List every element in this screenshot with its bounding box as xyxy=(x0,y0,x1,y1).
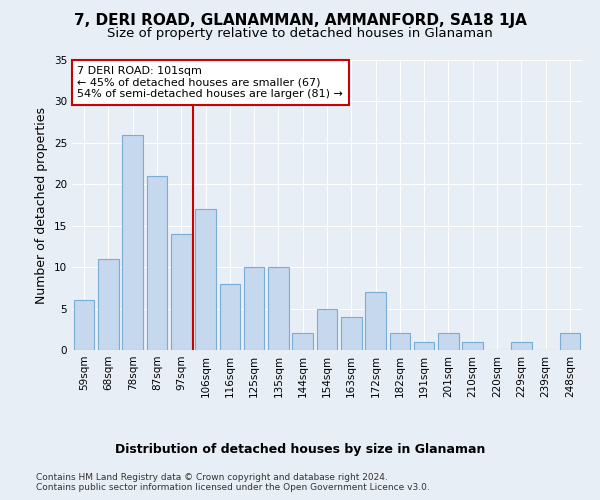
Bar xyxy=(146,176,167,350)
Text: 7 DERI ROAD: 101sqm
← 45% of detached houses are smaller (67)
54% of semi-detach: 7 DERI ROAD: 101sqm ← 45% of detached ho… xyxy=(77,66,343,99)
Bar xyxy=(244,267,265,350)
Bar xyxy=(122,134,143,350)
Bar xyxy=(171,234,191,350)
Bar xyxy=(292,334,313,350)
Bar xyxy=(414,342,434,350)
Text: Contains HM Land Registry data © Crown copyright and database right 2024.: Contains HM Land Registry data © Crown c… xyxy=(36,472,388,482)
Bar xyxy=(389,334,410,350)
Bar xyxy=(74,300,94,350)
Bar xyxy=(268,267,289,350)
Text: Distribution of detached houses by size in Glanaman: Distribution of detached houses by size … xyxy=(115,442,485,456)
Text: Size of property relative to detached houses in Glanaman: Size of property relative to detached ho… xyxy=(107,28,493,40)
Bar xyxy=(560,334,580,350)
Text: Contains public sector information licensed under the Open Government Licence v3: Contains public sector information licen… xyxy=(36,482,430,492)
Bar xyxy=(220,284,240,350)
Bar xyxy=(365,292,386,350)
Y-axis label: Number of detached properties: Number of detached properties xyxy=(35,106,49,304)
Bar xyxy=(341,317,362,350)
Bar xyxy=(317,308,337,350)
Bar xyxy=(511,342,532,350)
Bar xyxy=(438,334,459,350)
Bar xyxy=(463,342,483,350)
Text: 7, DERI ROAD, GLANAMMAN, AMMANFORD, SA18 1JA: 7, DERI ROAD, GLANAMMAN, AMMANFORD, SA18… xyxy=(74,12,526,28)
Bar xyxy=(98,259,119,350)
Bar xyxy=(195,209,216,350)
